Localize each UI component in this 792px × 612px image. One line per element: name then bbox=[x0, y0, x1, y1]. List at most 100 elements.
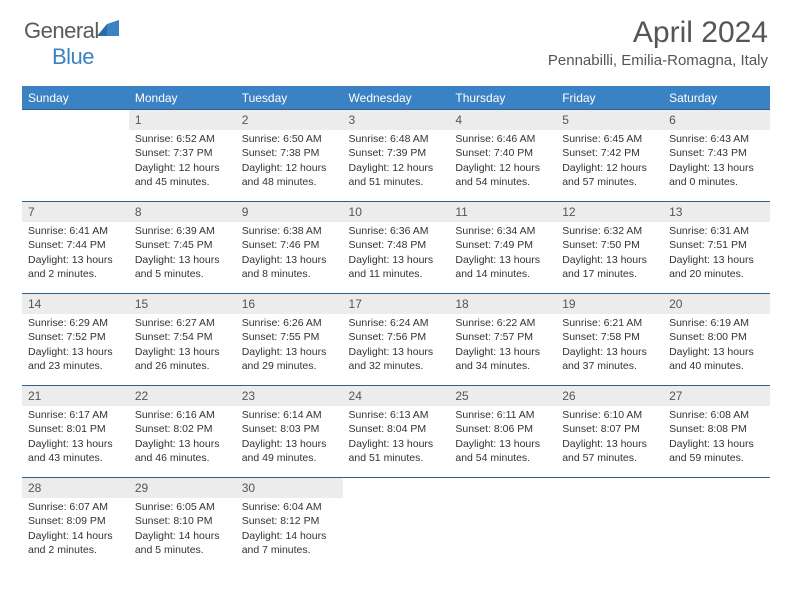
daylight-line: Daylight: 13 hours and 40 minutes. bbox=[669, 345, 764, 373]
calendar-cell: 17Sunrise: 6:24 AMSunset: 7:56 PMDayligh… bbox=[343, 294, 450, 386]
day-number: 16 bbox=[236, 294, 343, 314]
day-number: 3 bbox=[343, 110, 450, 130]
sunset-line: Sunset: 7:39 PM bbox=[349, 146, 444, 160]
sunrise-line: Sunrise: 6:24 AM bbox=[349, 316, 444, 330]
day-details: Sunrise: 6:48 AMSunset: 7:39 PMDaylight:… bbox=[343, 130, 450, 193]
sunset-line: Sunset: 7:44 PM bbox=[28, 238, 123, 252]
calendar-cell: 23Sunrise: 6:14 AMSunset: 8:03 PMDayligh… bbox=[236, 386, 343, 478]
sunset-line: Sunset: 7:57 PM bbox=[455, 330, 550, 344]
day-details: Sunrise: 6:50 AMSunset: 7:38 PMDaylight:… bbox=[236, 130, 343, 193]
month-title: April 2024 bbox=[548, 16, 768, 50]
daylight-line: Daylight: 12 hours and 51 minutes. bbox=[349, 161, 444, 189]
daylight-line: Daylight: 13 hours and 17 minutes. bbox=[562, 253, 657, 281]
daylight-line: Daylight: 13 hours and 29 minutes. bbox=[242, 345, 337, 373]
day-number: 2 bbox=[236, 110, 343, 130]
sunrise-line: Sunrise: 6:29 AM bbox=[28, 316, 123, 330]
calendar-cell: 8Sunrise: 6:39 AMSunset: 7:45 PMDaylight… bbox=[129, 202, 236, 294]
calendar-cell: 2Sunrise: 6:50 AMSunset: 7:38 PMDaylight… bbox=[236, 110, 343, 202]
day-number bbox=[22, 110, 129, 130]
sunset-line: Sunset: 8:09 PM bbox=[28, 514, 123, 528]
day-header: Sunday bbox=[22, 87, 129, 110]
calendar-cell: 15Sunrise: 6:27 AMSunset: 7:54 PMDayligh… bbox=[129, 294, 236, 386]
daylight-line: Daylight: 12 hours and 48 minutes. bbox=[242, 161, 337, 189]
day-details: Sunrise: 6:13 AMSunset: 8:04 PMDaylight:… bbox=[343, 406, 450, 469]
brand-word2: Blue bbox=[52, 44, 94, 69]
day-number: 20 bbox=[663, 294, 770, 314]
calendar-cell: 19Sunrise: 6:21 AMSunset: 7:58 PMDayligh… bbox=[556, 294, 663, 386]
day-number: 29 bbox=[129, 478, 236, 498]
daylight-line: Daylight: 13 hours and 43 minutes. bbox=[28, 437, 123, 465]
day-details: Sunrise: 6:39 AMSunset: 7:45 PMDaylight:… bbox=[129, 222, 236, 285]
daylight-line: Daylight: 13 hours and 20 minutes. bbox=[669, 253, 764, 281]
day-number: 5 bbox=[556, 110, 663, 130]
calendar-cell: 28Sunrise: 6:07 AMSunset: 8:09 PMDayligh… bbox=[22, 478, 129, 570]
sunset-line: Sunset: 8:12 PM bbox=[242, 514, 337, 528]
sunrise-line: Sunrise: 6:50 AM bbox=[242, 132, 337, 146]
sunset-line: Sunset: 8:08 PM bbox=[669, 422, 764, 436]
daylight-line: Daylight: 13 hours and 2 minutes. bbox=[28, 253, 123, 281]
sunset-line: Sunset: 8:03 PM bbox=[242, 422, 337, 436]
day-header: Saturday bbox=[663, 87, 770, 110]
daylight-line: Daylight: 12 hours and 54 minutes. bbox=[455, 161, 550, 189]
daylight-line: Daylight: 13 hours and 46 minutes. bbox=[135, 437, 230, 465]
sunset-line: Sunset: 7:38 PM bbox=[242, 146, 337, 160]
day-number bbox=[449, 478, 556, 498]
day-number: 17 bbox=[343, 294, 450, 314]
daylight-line: Daylight: 13 hours and 34 minutes. bbox=[455, 345, 550, 373]
sunrise-line: Sunrise: 6:08 AM bbox=[669, 408, 764, 422]
sunrise-line: Sunrise: 6:22 AM bbox=[455, 316, 550, 330]
day-details: Sunrise: 6:52 AMSunset: 7:37 PMDaylight:… bbox=[129, 130, 236, 193]
day-number: 18 bbox=[449, 294, 556, 314]
sunrise-line: Sunrise: 6:39 AM bbox=[135, 224, 230, 238]
calendar-cell: 27Sunrise: 6:08 AMSunset: 8:08 PMDayligh… bbox=[663, 386, 770, 478]
calendar-cell: 13Sunrise: 6:31 AMSunset: 7:51 PMDayligh… bbox=[663, 202, 770, 294]
day-number: 6 bbox=[663, 110, 770, 130]
sunrise-line: Sunrise: 6:32 AM bbox=[562, 224, 657, 238]
sunset-line: Sunset: 8:04 PM bbox=[349, 422, 444, 436]
calendar-week-row: 28Sunrise: 6:07 AMSunset: 8:09 PMDayligh… bbox=[22, 478, 770, 570]
sunrise-line: Sunrise: 6:48 AM bbox=[349, 132, 444, 146]
daylight-line: Daylight: 13 hours and 0 minutes. bbox=[669, 161, 764, 189]
day-details: Sunrise: 6:31 AMSunset: 7:51 PMDaylight:… bbox=[663, 222, 770, 285]
day-number: 22 bbox=[129, 386, 236, 406]
location-text: Pennabilli, Emilia-Romagna, Italy bbox=[548, 52, 768, 69]
sunset-line: Sunset: 8:01 PM bbox=[28, 422, 123, 436]
calendar-cell: 4Sunrise: 6:46 AMSunset: 7:40 PMDaylight… bbox=[449, 110, 556, 202]
day-header: Monday bbox=[129, 87, 236, 110]
sunrise-line: Sunrise: 6:43 AM bbox=[669, 132, 764, 146]
day-details: Sunrise: 6:36 AMSunset: 7:48 PMDaylight:… bbox=[343, 222, 450, 285]
day-number: 11 bbox=[449, 202, 556, 222]
daylight-line: Daylight: 13 hours and 8 minutes. bbox=[242, 253, 337, 281]
daylight-line: Daylight: 13 hours and 57 minutes. bbox=[562, 437, 657, 465]
sunrise-line: Sunrise: 6:05 AM bbox=[135, 500, 230, 514]
daylight-line: Daylight: 13 hours and 37 minutes. bbox=[562, 345, 657, 373]
day-details: Sunrise: 6:07 AMSunset: 8:09 PMDaylight:… bbox=[22, 498, 129, 561]
calendar-cell: 24Sunrise: 6:13 AMSunset: 8:04 PMDayligh… bbox=[343, 386, 450, 478]
sunrise-line: Sunrise: 6:34 AM bbox=[455, 224, 550, 238]
brand-word1: General bbox=[24, 18, 99, 43]
daylight-line: Daylight: 13 hours and 26 minutes. bbox=[135, 345, 230, 373]
day-number: 14 bbox=[22, 294, 129, 314]
sunrise-line: Sunrise: 6:21 AM bbox=[562, 316, 657, 330]
day-number: 9 bbox=[236, 202, 343, 222]
day-header: Wednesday bbox=[343, 87, 450, 110]
daylight-line: Daylight: 14 hours and 5 minutes. bbox=[135, 529, 230, 557]
sunset-line: Sunset: 7:37 PM bbox=[135, 146, 230, 160]
day-number: 10 bbox=[343, 202, 450, 222]
sunset-line: Sunset: 7:40 PM bbox=[455, 146, 550, 160]
sunrise-line: Sunrise: 6:04 AM bbox=[242, 500, 337, 514]
calendar-cell: 12Sunrise: 6:32 AMSunset: 7:50 PMDayligh… bbox=[556, 202, 663, 294]
sunset-line: Sunset: 7:48 PM bbox=[349, 238, 444, 252]
calendar-cell: 9Sunrise: 6:38 AMSunset: 7:46 PMDaylight… bbox=[236, 202, 343, 294]
sunset-line: Sunset: 7:55 PM bbox=[242, 330, 337, 344]
calendar-cell: 30Sunrise: 6:04 AMSunset: 8:12 PMDayligh… bbox=[236, 478, 343, 570]
sunrise-line: Sunrise: 6:17 AM bbox=[28, 408, 123, 422]
sunrise-line: Sunrise: 6:41 AM bbox=[28, 224, 123, 238]
day-details: Sunrise: 6:17 AMSunset: 8:01 PMDaylight:… bbox=[22, 406, 129, 469]
sunrise-line: Sunrise: 6:45 AM bbox=[562, 132, 657, 146]
day-details: Sunrise: 6:16 AMSunset: 8:02 PMDaylight:… bbox=[129, 406, 236, 469]
day-details: Sunrise: 6:10 AMSunset: 8:07 PMDaylight:… bbox=[556, 406, 663, 469]
day-number: 30 bbox=[236, 478, 343, 498]
calendar-cell bbox=[556, 478, 663, 570]
sunset-line: Sunset: 8:02 PM bbox=[135, 422, 230, 436]
